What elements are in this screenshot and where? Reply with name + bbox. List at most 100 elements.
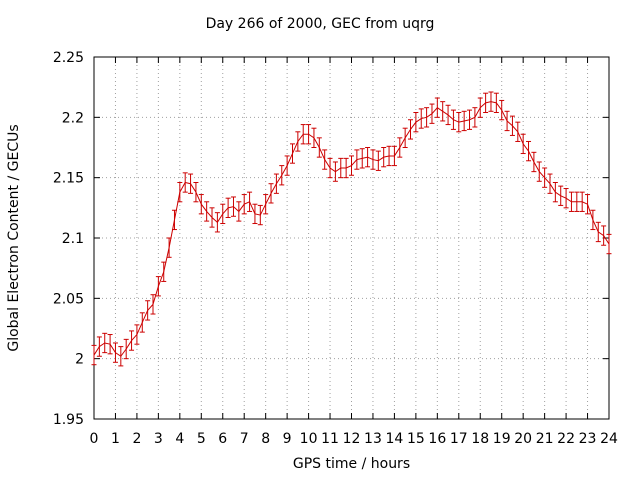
data-point	[214, 212, 220, 233]
data-point	[391, 145, 397, 167]
data-point	[332, 161, 338, 182]
data-point	[536, 161, 542, 182]
data-point	[601, 225, 607, 246]
data-point	[520, 133, 526, 155]
x-tick-label: 5	[197, 431, 206, 447]
data-point	[209, 207, 215, 228]
data-point	[96, 336, 102, 357]
data-point	[289, 143, 295, 164]
data-point	[493, 92, 499, 114]
data-point	[386, 145, 392, 167]
data-point	[456, 112, 462, 133]
x-tick-label: 16	[428, 431, 446, 447]
data-point	[263, 194, 269, 215]
data-point	[408, 119, 414, 140]
data-series	[91, 91, 612, 367]
data-point	[434, 97, 440, 118]
data-point	[477, 97, 483, 118]
y-tick-label: 2.05	[53, 291, 84, 307]
data-point	[279, 165, 285, 186]
data-point	[585, 194, 591, 215]
data-point	[381, 147, 387, 168]
data-point	[504, 110, 510, 132]
x-tick-label: 13	[364, 431, 382, 447]
data-point	[509, 115, 515, 136]
data-point	[499, 99, 505, 121]
data-point	[568, 191, 574, 212]
x-tick-label: 9	[283, 431, 292, 447]
data-point	[327, 157, 333, 179]
data-point	[526, 140, 532, 162]
data-point	[204, 201, 210, 222]
data-point	[343, 157, 349, 179]
data-point	[188, 173, 194, 194]
data-point	[91, 344, 97, 366]
data-point	[547, 173, 553, 194]
x-tick-label: 0	[90, 431, 99, 447]
x-tick-label: 20	[514, 431, 532, 447]
chart-title: Day 266 of 2000, GEC from uqrg	[205, 16, 435, 32]
x-tick-label: 22	[557, 431, 575, 447]
data-point	[574, 191, 580, 212]
y-tick-label: 1.95	[53, 412, 84, 428]
data-point	[241, 194, 247, 215]
data-point	[247, 191, 253, 212]
x-tick-label: 6	[218, 431, 227, 447]
data-point	[198, 194, 204, 215]
data-point	[354, 149, 360, 170]
data-point	[563, 188, 569, 209]
y-tick-label: 2.1	[62, 231, 84, 247]
x-tick-label: 2	[132, 431, 141, 447]
data-point	[220, 203, 226, 225]
y-tick-label: 2.25	[53, 50, 84, 66]
data-point	[590, 209, 596, 231]
y-tick-label: 2.15	[53, 171, 84, 187]
data-point	[450, 109, 456, 130]
data-point	[300, 124, 306, 145]
x-tick-label: 12	[343, 431, 361, 447]
data-point	[375, 150, 381, 171]
x-tick-label: 1	[111, 431, 120, 447]
data-point	[182, 172, 188, 193]
x-tick-label: 3	[154, 431, 163, 447]
data-point	[225, 197, 231, 218]
x-tick-label: 24	[600, 431, 618, 447]
data-point	[579, 191, 585, 212]
data-point	[472, 107, 478, 128]
data-point	[177, 181, 183, 203]
data-point	[413, 112, 419, 133]
data-point	[112, 342, 118, 363]
data-point	[429, 103, 435, 124]
data-point	[349, 155, 354, 176]
data-point	[161, 261, 167, 282]
data-point	[488, 91, 494, 112]
data-point	[467, 109, 473, 130]
x-tick-label: 18	[471, 431, 489, 447]
data-point	[440, 101, 446, 122]
data-point	[359, 148, 365, 169]
data-point	[284, 155, 290, 176]
x-tick-label: 21	[536, 431, 554, 447]
data-point	[418, 108, 424, 129]
x-tick-label: 17	[450, 431, 468, 447]
data-point	[123, 338, 129, 360]
data-point	[102, 332, 108, 354]
data-point	[193, 181, 199, 203]
data-point	[155, 276, 161, 297]
data-point	[606, 233, 612, 255]
data-point	[316, 137, 322, 158]
data-point	[171, 209, 177, 231]
data-point	[461, 110, 467, 132]
x-tick-label: 4	[175, 431, 184, 447]
data-point	[424, 107, 430, 128]
data-point	[295, 131, 301, 152]
y-tick-label: 2	[75, 352, 84, 368]
data-point	[150, 294, 156, 315]
data-point	[515, 121, 521, 142]
y-axis-label: Global Electron Content / GECUs	[6, 124, 22, 352]
x-tick-label: 10	[300, 431, 318, 447]
data-point	[370, 149, 376, 170]
data-point	[402, 127, 408, 148]
data-point	[118, 346, 124, 367]
